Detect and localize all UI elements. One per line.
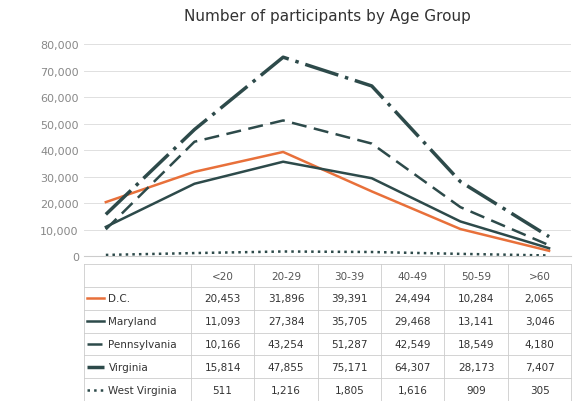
Text: 29,468: 29,468 — [395, 316, 431, 326]
D.C. — [368, 190, 375, 194]
Text: 10,166: 10,166 — [204, 339, 241, 349]
Line: Maryland: Maryland — [106, 162, 549, 249]
Line: Pennsylvania: Pennsylvania — [106, 121, 549, 245]
Maryland — [368, 176, 375, 181]
Text: 40-49: 40-49 — [398, 271, 428, 281]
Text: 50-59: 50-59 — [461, 271, 491, 281]
West Virginia — [280, 249, 287, 254]
Text: 31,896: 31,896 — [268, 294, 304, 304]
D.C. — [191, 170, 198, 175]
Text: 511: 511 — [213, 385, 233, 395]
Virginia — [102, 213, 109, 217]
Text: 10,284: 10,284 — [458, 294, 494, 304]
Text: 20-29: 20-29 — [271, 271, 301, 281]
Text: 20,453: 20,453 — [204, 294, 241, 304]
Text: 13,141: 13,141 — [458, 316, 494, 326]
Text: 1,805: 1,805 — [335, 385, 364, 395]
D.C. — [102, 200, 109, 205]
D.C. — [457, 227, 464, 232]
Text: 75,171: 75,171 — [331, 362, 368, 372]
Text: 39,391: 39,391 — [331, 294, 368, 304]
Text: 3,046: 3,046 — [524, 316, 554, 326]
D.C. — [546, 249, 553, 253]
Text: 4,180: 4,180 — [524, 339, 554, 349]
Text: 1,216: 1,216 — [271, 385, 301, 395]
Virginia — [368, 84, 375, 89]
Text: 42,549: 42,549 — [395, 339, 431, 349]
Virginia — [457, 180, 464, 184]
Pennsylvania — [102, 227, 109, 232]
Title: Number of participants by Age Group: Number of participants by Age Group — [184, 9, 471, 24]
Text: West Virginia: West Virginia — [108, 385, 177, 395]
Text: 909: 909 — [466, 385, 486, 395]
Virginia — [546, 235, 553, 239]
D.C. — [280, 150, 287, 155]
Pennsylvania — [368, 142, 375, 147]
Text: 15,814: 15,814 — [204, 362, 241, 372]
West Virginia — [368, 250, 375, 255]
Text: Virginia: Virginia — [108, 362, 148, 372]
Text: <20: <20 — [212, 271, 234, 281]
Maryland — [102, 225, 109, 230]
Text: 1,616: 1,616 — [398, 385, 428, 395]
Line: West Virginia: West Virginia — [106, 252, 549, 256]
Text: 11,093: 11,093 — [204, 316, 241, 326]
Text: 47,855: 47,855 — [268, 362, 304, 372]
Pennsylvania — [546, 243, 553, 248]
Text: Pennsylvania: Pennsylvania — [108, 339, 177, 349]
Text: 24,494: 24,494 — [395, 294, 431, 304]
West Virginia — [546, 253, 553, 258]
Text: 64,307: 64,307 — [395, 362, 431, 372]
Text: 28,173: 28,173 — [458, 362, 494, 372]
Text: D.C.: D.C. — [108, 294, 130, 304]
Line: D.C.: D.C. — [106, 152, 549, 251]
Maryland — [457, 219, 464, 224]
Maryland — [280, 160, 287, 165]
West Virginia — [191, 251, 198, 256]
Maryland — [546, 246, 553, 251]
Text: 30-39: 30-39 — [334, 271, 365, 281]
Text: 51,287: 51,287 — [331, 339, 368, 349]
Virginia — [280, 56, 287, 61]
West Virginia — [457, 252, 464, 257]
Text: 18,549: 18,549 — [458, 339, 494, 349]
West Virginia — [102, 253, 109, 258]
Maryland — [191, 182, 198, 187]
Text: >60: >60 — [529, 271, 550, 281]
Line: Virginia: Virginia — [106, 58, 549, 237]
Text: 27,384: 27,384 — [268, 316, 304, 326]
Text: Maryland: Maryland — [108, 316, 157, 326]
Text: 43,254: 43,254 — [268, 339, 304, 349]
Text: 2,065: 2,065 — [524, 294, 554, 304]
Text: 305: 305 — [530, 385, 549, 395]
Pennsylvania — [457, 205, 464, 210]
Text: 7,407: 7,407 — [524, 362, 554, 372]
Virginia — [191, 128, 198, 133]
Pennsylvania — [191, 140, 198, 145]
Text: 35,705: 35,705 — [331, 316, 368, 326]
Pennsylvania — [280, 119, 287, 124]
